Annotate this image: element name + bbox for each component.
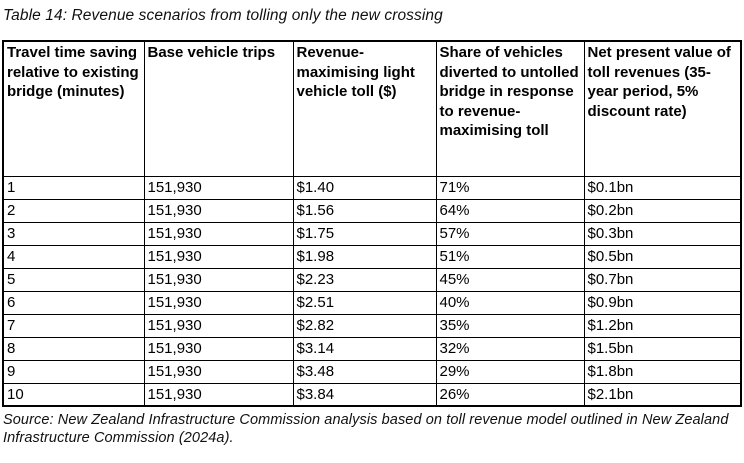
cell-r6-c2: 151,930 <box>143 290 294 315</box>
cell-r1-c1: 1 <box>2 175 145 200</box>
cell-r9-c2: 151,930 <box>143 359 294 384</box>
cell-r4-c5: $0.5bn <box>583 244 742 269</box>
revenue-scenarios-table: Travel time saving relative to existing … <box>2 40 742 407</box>
cell-r1-c3: $1.40 <box>292 175 437 200</box>
cell-r8-c3: $3.14 <box>292 336 437 361</box>
cell-r5-c1: 5 <box>2 267 145 292</box>
cell-r9-c4: 29% <box>435 359 585 384</box>
table-row-4: 4 151,930 $1.98 51% $0.5bn <box>2 244 742 269</box>
cell-r5-c4: 45% <box>435 267 585 292</box>
cell-r5-c5: $0.7bn <box>583 267 742 292</box>
cell-r6-c1: 6 <box>2 290 145 315</box>
table-header: Travel time saving relative to existing … <box>2 40 742 177</box>
cell-r3-c1: 3 <box>2 221 145 246</box>
cell-r2-c4: 64% <box>435 198 585 223</box>
column-header-4: Share of vehicles diverted to untolled b… <box>435 40 585 177</box>
table-row-7: 7 151,930 $2.82 35% $1.2bn <box>2 313 742 338</box>
cell-r3-c2: 151,930 <box>143 221 294 246</box>
cell-r7-c3: $2.82 <box>292 313 437 338</box>
cell-r8-c1: 8 <box>2 336 145 361</box>
header-row: Travel time saving relative to existing … <box>2 40 742 177</box>
cell-r7-c1: 7 <box>2 313 145 338</box>
cell-r6-c5: $0.9bn <box>583 290 742 315</box>
cell-r2-c2: 151,930 <box>143 198 294 223</box>
column-header-1: Travel time saving relative to existing … <box>2 40 145 177</box>
cell-r9-c3: $3.48 <box>292 359 437 384</box>
cell-r9-c5: $1.8bn <box>583 359 742 384</box>
cell-r8-c5: $1.5bn <box>583 336 742 361</box>
cell-r2-c3: $1.56 <box>292 198 437 223</box>
table-row-1: 1 151,930 $1.40 71% $0.1bn <box>2 175 742 200</box>
cell-r6-c3: $2.51 <box>292 290 437 315</box>
column-header-3: Revenue-maximising light vehicle toll ($… <box>292 40 437 177</box>
column-header-5: Net present value of toll revenues (35-y… <box>583 40 742 177</box>
table-row-3: 3 151,930 $1.75 57% $0.3bn <box>2 221 742 246</box>
source-note-line2: Infrastructure Commission (2024a). <box>3 430 234 446</box>
table-row-2: 2 151,930 $1.56 64% $0.2bn <box>2 198 742 223</box>
cell-r7-c5: $1.2bn <box>583 313 742 338</box>
table-row-5: 5 151,930 $2.23 45% $0.7bn <box>2 267 742 292</box>
table-row-9: 9 151,930 $3.48 29% $1.8bn <box>2 359 742 384</box>
cell-r1-c4: 71% <box>435 175 585 200</box>
cell-r2-c1: 2 <box>2 198 145 223</box>
cell-r3-c3: $1.75 <box>292 221 437 246</box>
table-body: 1 151,930 $1.40 71% $0.1bn 2 151,930 $1.56 64% $0… <box>2 175 742 407</box>
cell-r10-c5: $2.1bn <box>583 382 742 407</box>
source-note: Source: New Zealand Infrastructure Commi… <box>0 407 744 447</box>
cell-r2-c5: $0.2bn <box>583 198 742 223</box>
cell-r7-c2: 151,930 <box>143 313 294 338</box>
cell-r7-c4: 35% <box>435 313 585 338</box>
source-note-line1: Source: New Zealand Infrastructure Commi… <box>3 412 729 428</box>
cell-r8-c2: 151,930 <box>143 336 294 361</box>
cell-r4-c4: 51% <box>435 244 585 269</box>
table-row-6: 6 151,930 $2.51 40% $0.9bn <box>2 290 742 315</box>
table-row-10: 10 151,930 $3.84 26% $2.1bn <box>2 382 742 407</box>
cell-r6-c4: 40% <box>435 290 585 315</box>
cell-r10-c1: 10 <box>2 382 145 407</box>
cell-r1-c2: 151,930 <box>143 175 294 200</box>
cell-r5-c2: 151,930 <box>143 267 294 292</box>
cell-r3-c4: 57% <box>435 221 585 246</box>
cell-r10-c4: 26% <box>435 382 585 407</box>
cell-r4-c1: 4 <box>2 244 145 269</box>
cell-r10-c3: $3.84 <box>292 382 437 407</box>
table-row-8: 8 151,930 $3.14 32% $1.5bn <box>2 336 742 361</box>
cell-r4-c2: 151,930 <box>143 244 294 269</box>
cell-r10-c2: 151,930 <box>143 382 294 407</box>
cell-r9-c1: 9 <box>2 359 145 384</box>
cell-r3-c5: $0.3bn <box>583 221 742 246</box>
cell-r4-c3: $1.98 <box>292 244 437 269</box>
cell-r5-c3: $2.23 <box>292 267 437 292</box>
column-header-2: Base vehicle trips <box>143 40 294 177</box>
cell-r1-c5: $0.1bn <box>583 175 742 200</box>
table-caption: Table 14: Revenue scenarios from tolling… <box>3 7 443 24</box>
cell-r8-c4: 32% <box>435 336 585 361</box>
